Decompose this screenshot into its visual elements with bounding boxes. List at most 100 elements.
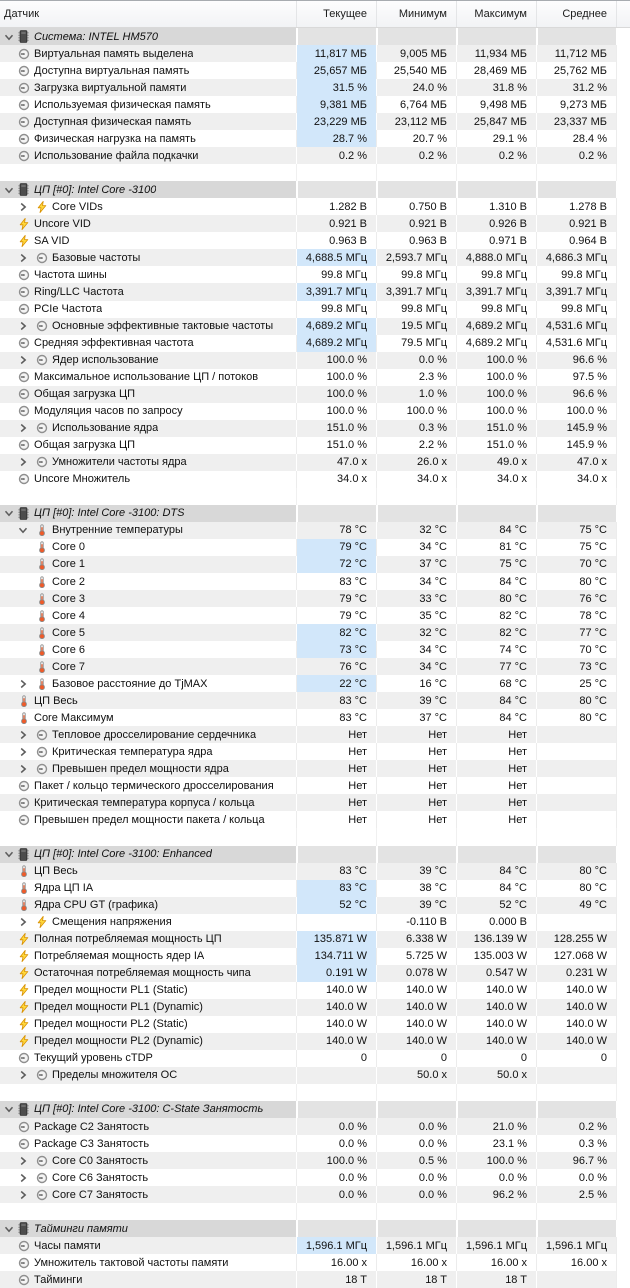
sensor-row[interactable]: Core C7 Занятость 0.0 % 0.0 % 96.2 % 2.5 % [0, 1186, 630, 1204]
section-header-row[interactable]: ЦП [#0]: Intel Core -3100: DTS [0, 504, 630, 522]
section-header-row[interactable]: ЦП [#0]: Intel Core -3100: Enhanced [0, 845, 630, 863]
column-header-maximum[interactable]: Максимум [456, 1, 536, 27]
sensor-row[interactable]: Смещения напряжения -0.110 В 0.000 В [0, 913, 630, 931]
chevron-right-icon[interactable] [17, 916, 29, 928]
chevron-right-icon[interactable] [17, 729, 29, 741]
sensor-row[interactable]: Физическая нагрузка на память 28.7 % 20.7 … [0, 130, 630, 148]
sensor-row[interactable]: Использование файла подкачки 0.2 % 0.2 % 0.… [0, 147, 630, 165]
sensor-current-value: 0.0 % [296, 1169, 376, 1187]
sensor-row[interactable]: Пределы множителя ОС 50.0 x 50.0 x [0, 1066, 630, 1084]
chevron-right-icon[interactable] [17, 1172, 29, 1184]
chevron-down-icon[interactable] [3, 848, 15, 860]
sensor-row[interactable]: Общая загрузка ЦП 100.0 % 1.0 % 100.0 % 96.6… [0, 385, 630, 403]
chevron-right-icon[interactable] [17, 422, 29, 434]
chevron-right-icon[interactable] [17, 746, 29, 758]
chevron-right-icon[interactable] [17, 763, 29, 775]
sensor-row[interactable]: Core 6 73 °C 34 °C 74 °C 70 °C [0, 641, 630, 659]
sensor-row[interactable]: Частота шины 99.8 МГц 99.8 МГц 99.8 МГц 99.8… [0, 266, 630, 284]
sensor-row[interactable]: Предел мощности PL1 (Static) 140.0 W 140.0… [0, 981, 630, 999]
sensor-row[interactable]: Package C3 Занятость 0.0 % 0.0 % 23.1 % 0.3 … [0, 1135, 630, 1153]
sensor-row[interactable]: Core 3 79 °C 33 °C 80 °C 76 °C [0, 590, 630, 608]
section-header-row[interactable]: ЦП [#0]: Intel Core -3100: C-State Занят… [0, 1100, 630, 1118]
sensor-row[interactable]: Ядра CPU GT (графика) 52 °C 39 °C 52 °C 49 °… [0, 896, 630, 914]
sensor-row[interactable]: Core C6 Занятость 0.0 % 0.0 % 0.0 % 0.0 % [0, 1169, 630, 1187]
sensor-row[interactable]: Загрузка виртуальной памяти 31.5 % 24.0 % 3… [0, 79, 630, 97]
sensor-maximum-value [456, 28, 536, 46]
sensor-row[interactable]: Критическая температура корпуса / кольца… [0, 794, 630, 812]
sensor-row[interactable]: Core Максимум 83 °C 37 °C 84 °C 80 °C [0, 709, 630, 727]
sensor-row[interactable]: Package C2 Занятость 0.0 % 0.0 % 21.0 % 0.2 … [0, 1118, 630, 1136]
sensor-current-value [296, 828, 376, 846]
sensor-row[interactable]: SA VID 0.963 В 0.963 В 0.971 В 0.964 В [0, 232, 630, 250]
chevron-down-icon[interactable] [3, 1223, 15, 1235]
chevron-right-icon[interactable] [17, 1155, 29, 1167]
sensor-row[interactable]: Максимальное использование ЦП / потоков 1… [0, 368, 630, 386]
sensor-row[interactable]: Средняя эффективная частота 4,689.2 МГц 79… [0, 334, 630, 352]
chevron-down-icon[interactable] [3, 31, 15, 43]
chevron-right-icon[interactable] [17, 252, 29, 264]
sensor-row[interactable]: Core 2 83 °C 34 °C 84 °C 80 °C [0, 573, 630, 591]
sensor-row[interactable]: Предел мощности PL2 (Dynamic) 140.0 W 140.… [0, 1032, 630, 1050]
sensor-row[interactable]: Критическая температура ядра Нет Нет Нет [0, 743, 630, 761]
sensor-row[interactable]: Полная потребляемая мощность ЦП 135.871 W… [0, 930, 630, 948]
sensor-row[interactable]: Базовое расстояние до TjMAX 22 °C 16 °C 68 … [0, 675, 630, 693]
sensor-label: Package C2 Занятость [34, 1120, 150, 1133]
sensor-row[interactable]: Core 0 79 °C 34 °C 81 °C 75 °C [0, 538, 630, 556]
sensor-row[interactable]: Core VIDs 1.282 В 0.750 В 1.310 В 1.278 В [0, 198, 630, 216]
sensor-row[interactable]: Часы памяти 1,596.1 МГц 1,596.1 МГц 1,596.1… [0, 1237, 630, 1255]
column-header-sensor[interactable]: Датчик [4, 8, 40, 20]
sensor-row[interactable]: Core 5 82 °C 32 °C 82 °C 77 °C [0, 624, 630, 642]
chevron-right-icon[interactable] [17, 678, 29, 690]
column-header-current[interactable]: Текущее [296, 1, 376, 27]
chevron-right-icon[interactable] [17, 1069, 29, 1081]
sensor-row[interactable]: PCIe Частота 99.8 МГц 99.8 МГц 99.8 МГц 99.8… [0, 300, 630, 318]
sensor-row[interactable]: Uncore VID 0.921 В 0.921 В 0.926 В 0.921 В [0, 215, 630, 233]
chevron-right-icon[interactable] [17, 1189, 29, 1201]
chevron-right-icon[interactable] [17, 201, 29, 213]
sensor-row[interactable]: Ядра ЦП IA 83 °C 38 °C 84 °C 80 °C [0, 879, 630, 897]
section-header-row[interactable]: ЦП [#0]: Intel Core -3100 [0, 181, 630, 199]
sensor-row[interactable]: Основные эффективные тактовые частоты 4,6… [0, 317, 630, 335]
sensor-row[interactable]: Тепловое дросселирование сердечника Нет Не… [0, 726, 630, 744]
sensor-row[interactable]: Пакет / кольцо термического дросселирова… [0, 777, 630, 795]
chevron-down-icon[interactable] [3, 1103, 15, 1115]
sensor-row[interactable]: Core 4 79 °C 35 °C 82 °C 78 °C [0, 607, 630, 625]
sensor-row[interactable]: Ring/LLC Частота 3,391.7 МГц 3,391.7 МГц 3,… [0, 283, 630, 301]
column-header-minimum[interactable]: Минимум [376, 1, 456, 27]
sensor-row[interactable]: Core 1 72 °C 37 °C 75 °C 70 °C [0, 555, 630, 573]
sensor-row[interactable]: Умножители частоты ядра 47.0 x 26.0 x 49.0 … [0, 453, 630, 471]
sensor-row[interactable]: Общая загрузка ЦП 151.0 % 2.2 % 151.0 % 145.… [0, 436, 630, 454]
sensor-row[interactable]: Доступная физическая память 23,229 МБ 23,1… [0, 113, 630, 131]
sensor-row[interactable]: Модуляция часов по запросу 100.0 % 100.0 %… [0, 402, 630, 420]
sensor-row[interactable]: Базовые частоты 4,688.5 МГц 2,593.7 МГц 4,8… [0, 249, 630, 267]
sensor-row[interactable]: Текущий уровень cTDP 0 0 0 0 [0, 1049, 630, 1067]
sensor-row[interactable]: Предел мощности PL1 (Dynamic) 140.0 W 140.… [0, 998, 630, 1016]
section-header-row[interactable]: Система: INTEL HM570 [0, 28, 630, 46]
chevron-down-icon[interactable] [3, 184, 15, 196]
sensor-row[interactable]: Ядер использование 100.0 % 0.0 % 100.0 % 96.… [0, 351, 630, 369]
sensor-row[interactable]: Виртуальная память выделена 11,817 МБ 9,00… [0, 45, 630, 63]
chevron-right-icon[interactable] [17, 456, 29, 468]
chevron-right-icon[interactable] [17, 320, 29, 332]
sensor-row[interactable]: ЦП Весь 83 °C 39 °C 84 °C 80 °C [0, 862, 630, 880]
sensor-row[interactable]: Остаточная потребляемая мощность чипа 0.1… [0, 964, 630, 982]
sensor-row[interactable]: Умножитель тактовой частоты памяти 16.00 … [0, 1254, 630, 1272]
sensor-row[interactable]: Внутренние температуры 78 °C 32 °C 84 °C 75 … [0, 521, 630, 539]
sensor-row[interactable]: Доступна виртуальная память 25,657 МБ 25,5… [0, 62, 630, 80]
sensor-row[interactable]: Превышен предел мощности пакета / кольца… [0, 811, 630, 829]
sensor-row[interactable]: Uncore Множитель 34.0 x 34.0 x 34.0 x 34.0 x [0, 470, 630, 488]
sensor-row[interactable]: Предел мощности PL2 (Static) 140.0 W 140.0… [0, 1015, 630, 1033]
sensor-maximum-value: 34.0 x [456, 470, 536, 488]
chevron-down-icon[interactable] [17, 524, 29, 536]
sensor-row[interactable]: Использование ядра 151.0 % 0.3 % 151.0 % 145… [0, 419, 630, 437]
sensor-row[interactable]: Используемая физическая память 9,381 МБ 6,… [0, 96, 630, 114]
sensor-row[interactable]: Потребляемая мощность ядер IA 134.711 W 5.… [0, 947, 630, 965]
sensor-row[interactable]: ЦП Весь 83 °C 39 °C 84 °C 80 °C [0, 692, 630, 710]
chevron-right-icon[interactable] [17, 354, 29, 366]
sensor-row[interactable]: Core C0 Занятость 100.0 % 0.5 % 100.0 % 96.7… [0, 1152, 630, 1170]
sensor-row[interactable]: Превышен предел мощности ядра Нет Нет Нет [0, 760, 630, 778]
column-header-average[interactable]: Среднее [536, 1, 616, 27]
sensor-row[interactable]: Core 7 76 °C 34 °C 77 °C 73 °C [0, 658, 630, 676]
section-header-row[interactable]: Тайминги памяти [0, 1220, 630, 1238]
chevron-down-icon[interactable] [3, 507, 15, 519]
